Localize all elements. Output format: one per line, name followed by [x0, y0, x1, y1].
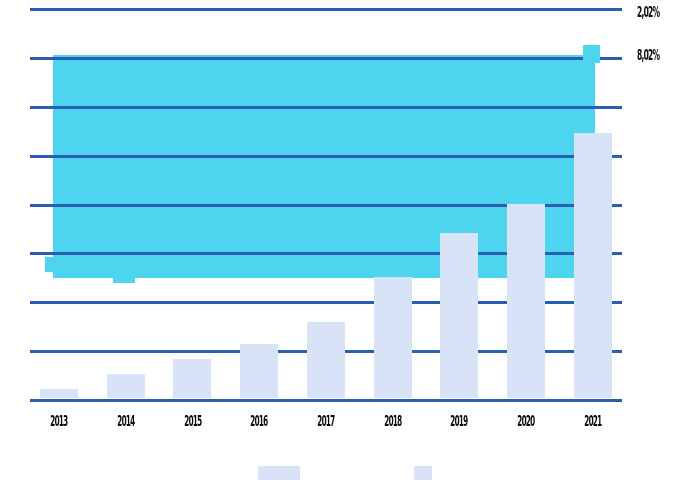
- gridline: [30, 301, 622, 305]
- x-tick-label-text: 2019: [450, 412, 469, 430]
- bar: [40, 389, 78, 398]
- x-tick-label: 2017: [306, 412, 346, 430]
- legend-swatch: [258, 466, 300, 480]
- bar: [240, 343, 279, 398]
- bar: [306, 321, 345, 398]
- cyan-band-segment: [45, 257, 54, 272]
- gridline: [30, 154, 622, 158]
- gridline: [30, 252, 622, 256]
- cyan-band-segment: [113, 278, 135, 283]
- x-tick-label: 2019: [439, 412, 479, 430]
- x-tick-label: 2016: [239, 412, 279, 430]
- value-label-text: 8,02%: [637, 46, 660, 64]
- x-tick-label: 2013: [39, 412, 79, 430]
- x-tick-label: 2014: [106, 412, 146, 430]
- bar: [573, 132, 612, 398]
- x-tick-label-text: 2018: [383, 412, 402, 430]
- bar: [506, 204, 545, 398]
- x-tick-label: 2018: [373, 412, 413, 430]
- x-tick-label-text: 2014: [117, 412, 135, 430]
- gridline: [30, 105, 622, 109]
- value-label: 2,02%: [637, 3, 680, 21]
- value-label-text: 2,02%: [637, 3, 660, 21]
- cyan-band-segment: [583, 45, 600, 63]
- bar: [373, 276, 412, 398]
- gridline: [30, 8, 622, 11]
- gridline: [30, 56, 622, 60]
- value-label: 8,02%: [637, 46, 680, 64]
- x-tick-label-text: 2017: [317, 412, 335, 430]
- x-tick-label-text: 2021: [584, 412, 602, 430]
- x-tick-label: 2020: [506, 412, 546, 430]
- x-tick-label: 2015: [172, 412, 212, 430]
- x-axis-line: [30, 399, 622, 402]
- bar: [106, 374, 145, 398]
- x-tick-label-text: 2015: [183, 412, 202, 430]
- legend-swatch: [414, 466, 432, 480]
- bar: [440, 233, 479, 398]
- x-tick-label-text: 2016: [250, 412, 269, 430]
- gridline: [30, 203, 622, 207]
- bar: [173, 358, 212, 398]
- x-tick-label: 2021: [573, 412, 613, 430]
- x-tick-label-text: 2020: [517, 412, 535, 430]
- x-tick-label-text: 2013: [50, 412, 68, 430]
- cyan-band-segment: [53, 55, 595, 278]
